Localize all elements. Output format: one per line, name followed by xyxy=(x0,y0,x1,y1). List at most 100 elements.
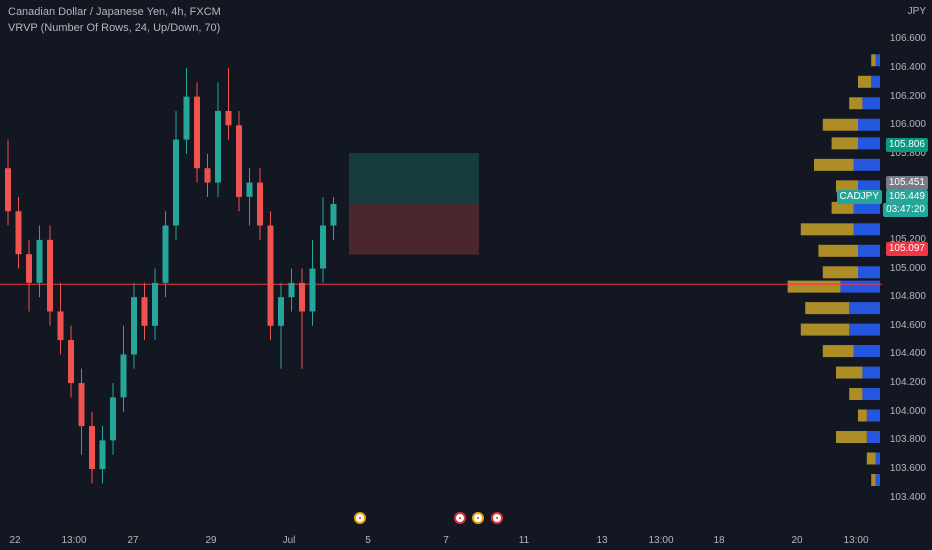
time-tick-label: 13 xyxy=(596,535,608,546)
volume-profile-down-bar xyxy=(871,54,876,67)
volume-profile-down-bar xyxy=(805,302,850,315)
volume-profile-up-bar xyxy=(853,223,880,236)
time-tick-label: 18 xyxy=(713,535,725,546)
candle-body xyxy=(131,297,137,355)
candle-body xyxy=(183,96,190,140)
symbol-legend[interactable]: Canadian Dollar / Japanese Yen, 4h, FXCM xyxy=(8,6,221,18)
indicator-legend[interactable]: VRVP (Number Of Rows, 24, Up/Down, 70) xyxy=(8,22,221,34)
candle-body xyxy=(89,426,95,470)
time-tick-label: 13:00 xyxy=(61,535,87,546)
entry-price-tag: 105.451 xyxy=(885,176,928,190)
time-tick-label: 22 xyxy=(9,535,21,546)
volume-profile-down-bar xyxy=(822,118,858,131)
time-tick-label: 7 xyxy=(443,535,449,546)
volume-profile-down-bar xyxy=(800,223,854,236)
volume-profile-up-bar xyxy=(862,388,880,401)
volume-profile-up-bar xyxy=(862,366,880,379)
volume-profile-down-bar xyxy=(871,473,876,486)
time-tick-label: Jul xyxy=(282,535,296,546)
volume-profile-down-bar xyxy=(831,137,858,150)
candle-body xyxy=(26,254,32,283)
candle-body xyxy=(36,239,43,283)
price-tick-label: 104.400 xyxy=(889,348,926,360)
volume-profile-down-bar xyxy=(814,158,854,171)
long-position-stop-zone xyxy=(349,203,479,255)
volume-profile-up-bar xyxy=(862,97,880,110)
candle-body xyxy=(78,383,85,427)
candle-body xyxy=(309,268,316,312)
candle-body xyxy=(330,204,337,226)
candle-body xyxy=(194,96,200,169)
candle-body xyxy=(215,110,221,183)
volume-profile-down-bar xyxy=(836,431,867,444)
candle-body xyxy=(47,239,53,312)
volume-profile-down-bar xyxy=(831,201,854,214)
volume-profile-down-bar xyxy=(800,323,850,336)
volume-profile-up-bar xyxy=(875,452,880,465)
candle-body xyxy=(225,110,232,126)
price-tick-label: 103.800 xyxy=(889,434,926,446)
event-marker[interactable] xyxy=(354,512,366,524)
volume-profile-down-bar xyxy=(849,388,863,401)
price-tick-label: 105.000 xyxy=(889,262,926,274)
price-tick-label: 103.600 xyxy=(889,463,926,475)
event-marker[interactable] xyxy=(472,512,484,524)
candle-body xyxy=(257,182,263,226)
volume-profile-up-bar xyxy=(858,244,880,257)
countdown-tag: 03:47:20 xyxy=(883,203,928,217)
volume-profile-up-bar xyxy=(866,409,880,422)
volume-profile-up-bar xyxy=(858,137,880,150)
volume-profile-down-bar xyxy=(822,266,858,279)
price-tick-label: 104.600 xyxy=(889,319,926,331)
long-position-target-zone xyxy=(349,153,479,204)
time-tick-label: 29 xyxy=(205,535,217,546)
candle-body xyxy=(99,440,106,470)
candle-body xyxy=(57,311,64,341)
volume-profile-down-bar xyxy=(866,452,876,465)
time-tick-label: 13:00 xyxy=(843,535,869,546)
candle-body xyxy=(120,354,127,398)
volume-profile-up-bar xyxy=(875,473,880,486)
volume-profile-up-bar xyxy=(875,54,880,67)
candle-body xyxy=(320,225,326,269)
price-tick-label: 106.400 xyxy=(889,61,926,73)
time-tick-label: 5 xyxy=(365,535,371,546)
volume-profile-down-bar xyxy=(787,280,841,293)
price-tick-label: 105.800 xyxy=(889,147,926,159)
price-tick-label: 106.600 xyxy=(889,33,926,45)
price-tick-label: 104.200 xyxy=(889,377,926,389)
stop-price-tag: 105.097 xyxy=(885,242,928,256)
volume-profile-up-bar xyxy=(849,302,880,315)
currency-label: JPY xyxy=(907,6,926,17)
price-tick-label: 106.200 xyxy=(889,90,926,102)
candle-body xyxy=(267,225,274,326)
candle-body xyxy=(152,282,158,326)
candle-body xyxy=(110,397,116,441)
volume-profile-down-bar xyxy=(818,244,858,257)
volume-profile-up-bar xyxy=(858,118,880,131)
event-marker[interactable] xyxy=(454,512,466,524)
volume-profile-up-bar xyxy=(840,280,880,293)
candle-body xyxy=(141,297,148,326)
price-tick-label: 105.200 xyxy=(889,233,926,245)
price-tick-label: 106.000 xyxy=(889,119,926,131)
volume-profile-down-bar xyxy=(858,409,867,422)
last-price-tag: 105.449 xyxy=(885,190,928,204)
volume-profile-down-bar xyxy=(836,366,863,379)
time-tick-label: 27 xyxy=(127,535,139,546)
volume-profile-down-bar xyxy=(849,97,863,110)
candle-body xyxy=(15,211,22,255)
volume-profile-down-bar xyxy=(822,345,854,358)
price-tick-label: 104.000 xyxy=(889,405,926,417)
price-tick-label: 103.400 xyxy=(889,491,926,503)
candle-body xyxy=(288,282,295,298)
candle-body xyxy=(246,182,253,197)
target-price-tag: 105.806 xyxy=(885,138,928,152)
event-marker[interactable] xyxy=(491,512,503,524)
candle-body xyxy=(299,282,305,312)
candle-body xyxy=(68,340,74,384)
volume-profile-down-bar xyxy=(836,180,858,193)
volume-profile-up-bar xyxy=(849,323,880,336)
symbol-tag: CADJPY xyxy=(836,190,882,204)
